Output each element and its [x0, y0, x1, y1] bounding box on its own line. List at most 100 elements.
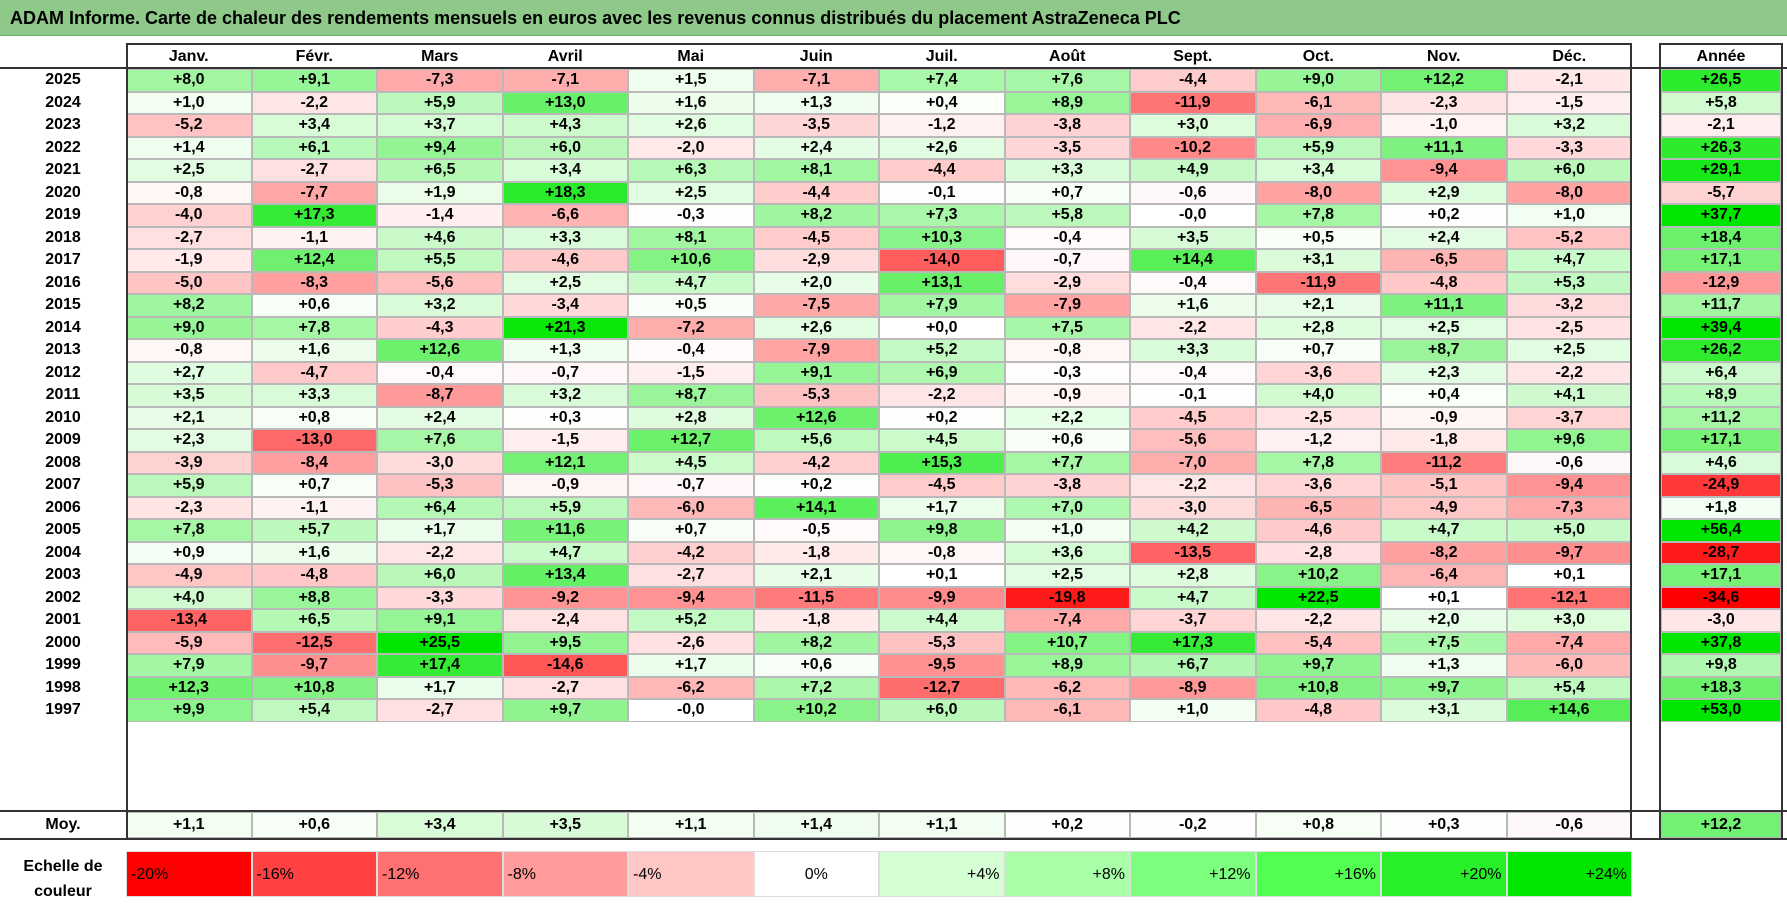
heatmap-cell: +4,7	[628, 271, 754, 294]
heatmap-cell: -11,5	[753, 586, 879, 609]
heatmap-cell: +2,8	[1130, 564, 1256, 587]
heatmap-cell: +8,2	[126, 294, 252, 317]
annual-column-frame	[1659, 43, 1783, 840]
year-label: 2000	[45, 633, 81, 651]
heatmap-cell: +14,1	[753, 496, 879, 519]
heatmap-cell: -6,2	[1004, 676, 1130, 699]
color-scale-label-line1: Echelle de	[23, 858, 103, 875]
heatmap-cell: +6,4	[377, 496, 503, 519]
heatmap-cell: +3,2	[377, 294, 503, 317]
header-separator	[0, 67, 1787, 69]
annual-cell: +53,0	[1661, 699, 1781, 722]
heatmap-cell: +9,0	[126, 316, 252, 339]
annual-cell: +4,6	[1661, 451, 1781, 474]
heatmap-cell: +1,6	[251, 339, 377, 362]
month-header: Juin	[799, 48, 833, 65]
heatmap-cell: -0,0	[628, 699, 754, 722]
heatmap-cell: -7,9	[753, 339, 879, 362]
heatmap-cell: +3,5	[1130, 226, 1256, 249]
heatmap-cell: +0,5	[628, 294, 754, 317]
heatmap-cell: -11,9	[1130, 91, 1256, 114]
heatmap-cell: +25,5	[377, 631, 503, 654]
heatmap-cell: +4,7	[1130, 586, 1256, 609]
average-cell: +3,4	[377, 812, 503, 838]
heatmap-cell: +0,0	[879, 316, 1005, 339]
heatmap-cell: +2,1	[1255, 294, 1381, 317]
heatmap-cell: -13,5	[1130, 541, 1256, 564]
heatmap-cell: -9,2	[502, 586, 628, 609]
heatmap-cell: +8,9	[1004, 654, 1130, 677]
heatmap-cell: -13,4	[126, 609, 252, 632]
chart-title: ADAM Informe. Carte de chaleur des rende…	[0, 0, 1787, 36]
heatmap-cell: +0,7	[628, 519, 754, 542]
heatmap-cell: -9,4	[1381, 159, 1507, 182]
heatmap-cell: -6,2	[628, 676, 754, 699]
heatmap-cell: +3,3	[251, 384, 377, 407]
heatmap-cell: -2,2	[1255, 609, 1381, 632]
annual-cell: +11,2	[1661, 406, 1781, 429]
average-cell: +1,1	[879, 812, 1005, 838]
heatmap-cell: -4,2	[753, 451, 879, 474]
heatmap-cell: -4,3	[377, 316, 503, 339]
heatmap-cell: +1,3	[1381, 654, 1507, 677]
average-cell: +0,8	[1255, 812, 1381, 838]
heatmap-cell: -1,8	[1381, 429, 1507, 452]
annual-cell: -24,9	[1661, 474, 1781, 497]
heatmap-cell: +3,3	[1130, 339, 1256, 362]
heatmap-cell: -2,9	[1004, 271, 1130, 294]
heatmap-cell: -0,3	[628, 204, 754, 227]
heatmap-cell: -0,4	[1130, 271, 1256, 294]
average-cell: -0,6	[1506, 812, 1632, 838]
heatmap-cell: +1,4	[126, 136, 252, 159]
heatmap-cell: -3,4	[502, 294, 628, 317]
heatmap-cell: +5,3	[1506, 271, 1632, 294]
annual-cell: +9,8	[1661, 654, 1781, 677]
color-scale-step: -4%	[628, 851, 754, 897]
heatmap-cell: +0,2	[879, 406, 1005, 429]
heatmap-cell: +13,1	[879, 271, 1005, 294]
heatmap-cell: +22,5	[1255, 586, 1381, 609]
heatmap-cell: -1,5	[628, 361, 754, 384]
heatmap-cell: +7,6	[1004, 69, 1130, 92]
heatmap-cell: +6,9	[879, 361, 1005, 384]
heatmap-cell: +2,8	[628, 406, 754, 429]
color-scale-label: Echelle de couleur	[0, 850, 126, 910]
heatmap-cell: +5,7	[251, 519, 377, 542]
heatmap-cell: +8,2	[753, 631, 879, 654]
heatmap-cell: +8,7	[1381, 339, 1507, 362]
color-scale-step: +12%	[1130, 851, 1256, 897]
heatmap-cell: +17,3	[1130, 631, 1256, 654]
heatmap-cell: -3,8	[1004, 114, 1130, 137]
heatmap-cell: -0,9	[502, 474, 628, 497]
heatmap-cell: -5,3	[753, 384, 879, 407]
heatmap-cell: -2,2	[1130, 474, 1256, 497]
heatmap-cell: +9,9	[126, 699, 252, 722]
average-annual-cell: +12,2	[1661, 812, 1781, 838]
heatmap-cell: -7,1	[502, 69, 628, 92]
year-label: 2008	[45, 453, 81, 471]
annual-cell: +37,7	[1661, 204, 1781, 227]
average-cell: +1,4	[753, 812, 879, 838]
heatmap-cell: +9,0	[1255, 69, 1381, 92]
month-header: Août	[1049, 48, 1086, 65]
heatmap-cell: -8,0	[1506, 181, 1632, 204]
color-scale-step: +16%	[1255, 851, 1381, 897]
heatmap-cell: +11,6	[502, 519, 628, 542]
heatmap-cell: -5,1	[1381, 474, 1507, 497]
year-label: 2001	[45, 611, 81, 628]
heatmap-cell: -2,9	[753, 249, 879, 272]
heatmap-cell: +9,1	[377, 609, 503, 632]
heatmap-cell: +7,8	[251, 316, 377, 339]
color-scale-step: -8%	[502, 851, 628, 897]
heatmap-cell: +7,6	[377, 429, 503, 452]
heatmap-cell: +4,6	[377, 226, 503, 249]
year-label: 2023	[45, 116, 81, 133]
heatmap-cell: -0,8	[879, 541, 1005, 564]
heatmap-cell: -7,1	[753, 69, 879, 92]
heatmap-cell: -2,5	[1255, 406, 1381, 429]
year-label: 2010	[45, 408, 81, 426]
heatmap-cell: +12,1	[502, 451, 628, 474]
year-label: 2014	[45, 318, 81, 336]
heatmap-cell: +0,1	[879, 564, 1005, 587]
heatmap-cell: +10,2	[753, 699, 879, 722]
